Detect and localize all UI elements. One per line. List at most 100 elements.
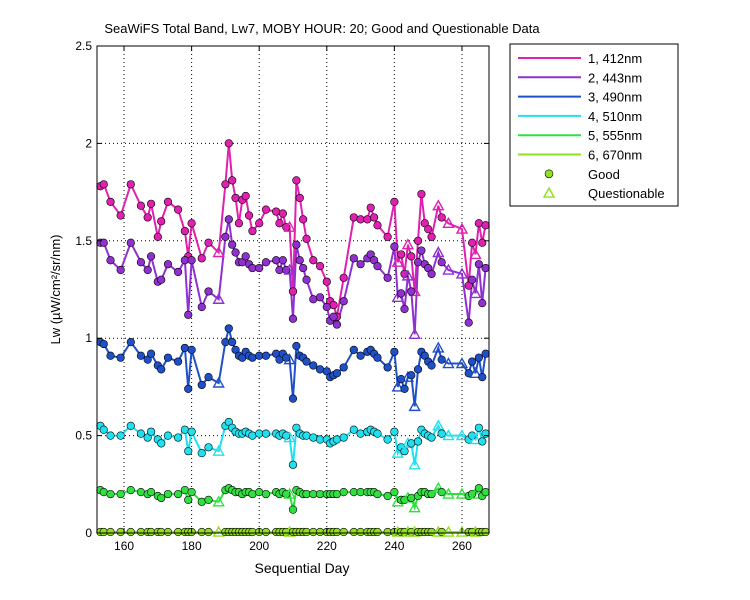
good-marker [163,260,173,269]
good-marker [400,447,409,456]
good-marker [261,205,271,214]
good-marker [106,489,115,499]
good-marker [407,439,416,448]
good-marker [163,431,173,440]
good-marker [329,312,338,321]
good-marker [468,357,477,366]
questionable-marker [283,263,296,275]
good-marker [187,219,196,228]
x-tick-label: 220 [317,539,337,553]
good-marker [116,211,125,220]
questionable-marker [442,429,455,441]
questionable-marker [442,357,455,369]
good-marker [481,349,490,358]
good-marker [116,265,125,275]
legend-label-1: 1, 412nm [588,51,642,66]
good-marker [126,238,135,247]
good-marker [397,289,406,298]
good-marker [474,353,483,362]
good-marker [244,211,254,220]
good-marker [197,449,206,458]
y-axis-label: Lw (µW/cm²/sr/nm) [48,234,63,344]
good-marker [248,353,257,362]
good-marker [349,345,358,354]
y-tick-label: 2 [85,136,92,150]
good-marker [370,213,379,222]
good-marker [261,351,271,360]
good-marker [197,380,206,390]
good-marker [390,197,399,206]
good-marker [373,353,382,362]
good-marker [383,363,392,372]
good-marker [248,489,257,499]
questionable-marker [432,419,445,431]
questionable-marker [455,357,469,369]
good-marker [339,273,348,282]
legend-questionable-label: Questionable [588,186,665,201]
good-marker [99,487,108,497]
good-marker [339,433,348,442]
legend-label-4: 4, 510nm [588,109,642,124]
good-marker [413,365,423,374]
good-marker [278,256,287,265]
good-marker [437,258,446,267]
good-marker [407,371,416,380]
good-marker [126,180,135,189]
good-marker [163,527,173,537]
questionable-marker [442,525,455,537]
good-marker [407,493,416,503]
good-marker [315,293,325,302]
good-marker [427,269,436,279]
x-tick-label: 240 [384,539,404,553]
good-marker [481,263,490,273]
good-marker [481,487,490,497]
data-markers [96,139,490,537]
good-marker [174,267,183,277]
good-marker [474,423,483,432]
good-marker [116,527,125,537]
good-marker [180,343,189,353]
good-marker [241,191,250,201]
questionable-marker [283,353,296,365]
good-marker [474,219,483,228]
good-marker [275,219,284,228]
good-marker [413,236,423,245]
good-marker [146,487,156,497]
y-tick-label: 0 [85,526,92,540]
good-marker [309,295,318,304]
good-marker [332,489,342,499]
questionable-marker [455,267,469,279]
good-marker [366,203,375,212]
good-marker [261,489,271,499]
good-marker [187,345,196,354]
questionable-marker [408,501,421,513]
legend-label-3: 3, 490nm [588,90,642,105]
x-tick-label: 260 [452,539,472,553]
good-marker [174,357,183,366]
good-marker [136,351,146,360]
good-marker [288,460,298,469]
axis-ticks: 160 180 200 220 240 260 0 0.5 1 1.5 2 2.5 [75,39,489,553]
questionable-marker [401,238,415,250]
good-marker [136,201,146,210]
x-tick-label: 180 [182,539,202,553]
questionable-marker [455,222,469,234]
good-marker [204,443,213,452]
questionable-marker [469,247,482,260]
questionable-marker [401,269,415,281]
good-marker [187,487,196,497]
questionable-marker [469,366,482,378]
good-marker [187,256,196,265]
good-marker [427,232,436,242]
good-marker [99,339,108,349]
good-marker [224,215,233,224]
y-tick-label: 1.5 [75,234,92,248]
good-marker [106,256,115,265]
good-marker [221,232,230,242]
legend: 1, 412nm 2, 443nm 3, 490nm 4, 510nm 5, 555nm… [509,43,679,207]
good-marker [427,433,436,442]
good-marker [373,429,382,438]
good-marker [383,491,392,501]
good-marker [261,258,271,267]
good-marker [339,527,348,537]
